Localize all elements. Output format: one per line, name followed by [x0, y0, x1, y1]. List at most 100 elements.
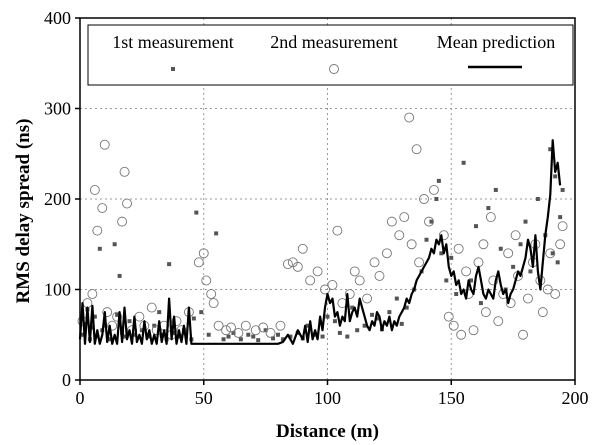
measurement-2-point [555, 239, 566, 250]
measurement-1-point [251, 334, 256, 339]
measurement-1-point [157, 310, 162, 315]
measurement-1-point [152, 323, 157, 328]
measurement-1-point [132, 332, 137, 337]
mean-prediction-line [78, 139, 562, 345]
legend-label-2nd-measurement: 2nd measurement [270, 32, 397, 52]
measurement-1-point [429, 219, 434, 224]
measurement-2-point [107, 320, 118, 331]
x-tick-label: 200 [562, 388, 589, 408]
measurement-2-point [414, 257, 425, 268]
measurement-1-point [486, 206, 491, 211]
measurement-1-point [271, 336, 276, 341]
measurement-2-point [394, 230, 405, 241]
measurement-1-point [439, 251, 444, 256]
measurement-2-point [424, 216, 434, 227]
measurement-1-point [147, 334, 152, 339]
measurement-2-point [99, 139, 110, 150]
measurement-2-point [265, 327, 276, 338]
measurement-2-point [557, 221, 568, 232]
measurement-1-point [246, 332, 251, 337]
measurement-1-point [199, 310, 204, 315]
measurement-2-point [213, 320, 224, 331]
measurement-1-point [461, 160, 466, 165]
measurement-2-point [448, 320, 459, 331]
measurement-1-point [518, 242, 523, 247]
measurement-1-point [325, 314, 330, 319]
measurement-2-point [456, 329, 467, 340]
measurement-2-point [201, 275, 212, 286]
measurement-1-point [375, 316, 379, 321]
measurement-2-point [305, 275, 316, 286]
measurement-1-point [337, 330, 342, 335]
x-tick-label: 150 [438, 388, 465, 408]
measurement-1-point [394, 296, 399, 301]
measurement-1-point [404, 305, 409, 310]
measurement-2-point [488, 275, 499, 286]
measurement-1-point [313, 332, 318, 337]
measurement-2-point [510, 230, 521, 241]
measurement-2-point [320, 284, 330, 295]
measurement-1-point [276, 332, 280, 337]
measurement-1-point [498, 246, 503, 251]
measurement-2-point [250, 325, 261, 336]
measurement-1-point [280, 337, 285, 342]
measurement-2-point [344, 289, 355, 299]
measurement-1-point [511, 264, 516, 269]
measurement-1-point [115, 312, 120, 317]
y-tick-label: 300 [44, 99, 71, 119]
x-axis-title: Distance (m) [276, 421, 379, 442]
measurement-1-point [493, 187, 498, 192]
measurement-1-point [535, 197, 540, 201]
measurement-2-point [312, 266, 323, 277]
measurement-1-point [214, 231, 219, 236]
measurement-1-point [449, 255, 454, 260]
measurement-1-point [112, 242, 117, 247]
measurement-1-point [97, 246, 102, 251]
measurement-1-point [80, 332, 85, 337]
y-tick-label: 0 [62, 370, 71, 390]
x-tick-label: 0 [76, 388, 85, 408]
y-tick-label: 100 [44, 280, 71, 300]
measurement-2-point [386, 216, 397, 227]
measurement-1-point [350, 305, 355, 310]
measurement-1-point [139, 328, 144, 333]
axis-ticks: 0 50 100 150 200 0 100 200 300 400 [44, 8, 589, 408]
measurement-2-point [438, 230, 449, 241]
measurement-1-point [92, 314, 97, 319]
measurement-1-point [558, 215, 563, 220]
series-3 [78, 139, 562, 345]
measurement-1-point [444, 278, 449, 283]
measurement-1-point [387, 310, 392, 315]
measurement-1-point [355, 328, 360, 333]
measurement-2-point [503, 248, 514, 259]
measurement-2-point [97, 203, 108, 214]
measurement-2-point [171, 316, 182, 327]
measurement-2-point [221, 325, 231, 336]
measurement-2-point [369, 257, 380, 268]
measurement-1-point [95, 334, 100, 339]
measurement-2-point [208, 298, 219, 309]
measurement-2-point [485, 212, 496, 223]
measurement-1-point [474, 224, 478, 229]
measurement-2-point [542, 284, 553, 295]
legend-label-1st-measurement: 1st measurement [112, 32, 233, 52]
measurement-2-point [374, 270, 385, 281]
measurement-2-point [327, 280, 338, 290]
y-tick-label: 400 [44, 8, 71, 28]
measurement-1-point [256, 338, 261, 343]
legend-symbol-2nd-measurement [329, 64, 339, 74]
measurement-2-point [419, 194, 429, 204]
measurement-2-point [453, 243, 464, 254]
measurement-2-point [354, 275, 365, 286]
measurement-1-point [90, 325, 95, 330]
measurement-2-point [292, 261, 303, 272]
measurement-2-point [381, 248, 392, 259]
y-tick-label: 200 [44, 189, 71, 209]
measurement-2-point [518, 329, 528, 340]
measurement-1-point [370, 312, 375, 317]
legend-label-mean-prediction: Mean prediction [437, 32, 555, 52]
measurement-2-point [193, 257, 204, 268]
measurement-1-point [362, 323, 367, 328]
measurement-2-point [349, 266, 360, 277]
